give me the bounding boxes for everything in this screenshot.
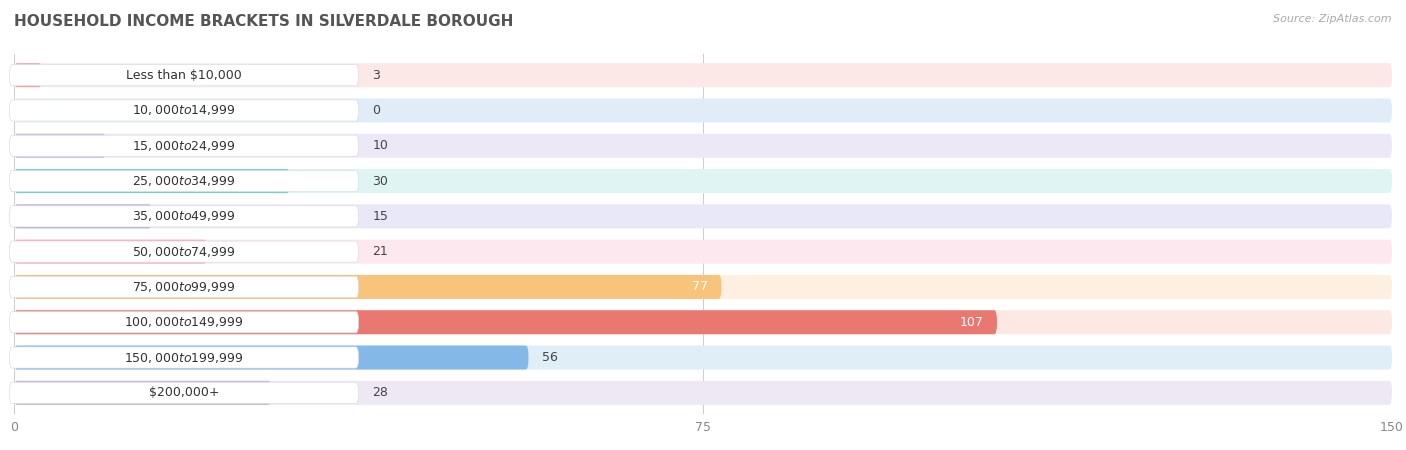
Text: 0: 0 bbox=[373, 104, 380, 117]
FancyBboxPatch shape bbox=[14, 169, 1392, 193]
FancyBboxPatch shape bbox=[14, 134, 105, 158]
Text: HOUSEHOLD INCOME BRACKETS IN SILVERDALE BOROUGH: HOUSEHOLD INCOME BRACKETS IN SILVERDALE … bbox=[14, 14, 513, 28]
FancyBboxPatch shape bbox=[14, 240, 207, 264]
Text: 15: 15 bbox=[373, 210, 388, 223]
Text: $150,000 to $199,999: $150,000 to $199,999 bbox=[124, 351, 243, 364]
FancyBboxPatch shape bbox=[14, 275, 721, 299]
FancyBboxPatch shape bbox=[10, 347, 359, 368]
FancyBboxPatch shape bbox=[10, 206, 359, 227]
FancyBboxPatch shape bbox=[10, 65, 359, 86]
FancyBboxPatch shape bbox=[14, 204, 152, 228]
FancyBboxPatch shape bbox=[14, 310, 1392, 334]
FancyBboxPatch shape bbox=[14, 63, 1392, 87]
FancyBboxPatch shape bbox=[10, 241, 359, 262]
FancyBboxPatch shape bbox=[14, 381, 1392, 405]
Text: Less than $10,000: Less than $10,000 bbox=[127, 69, 242, 82]
FancyBboxPatch shape bbox=[14, 204, 1392, 228]
Text: Source: ZipAtlas.com: Source: ZipAtlas.com bbox=[1274, 14, 1392, 23]
Text: 10: 10 bbox=[373, 139, 388, 152]
FancyBboxPatch shape bbox=[14, 134, 1392, 158]
FancyBboxPatch shape bbox=[10, 276, 359, 297]
FancyBboxPatch shape bbox=[14, 275, 1392, 299]
FancyBboxPatch shape bbox=[14, 63, 42, 87]
FancyBboxPatch shape bbox=[14, 99, 1392, 122]
Text: 21: 21 bbox=[373, 245, 388, 258]
FancyBboxPatch shape bbox=[10, 135, 359, 156]
Text: $35,000 to $49,999: $35,000 to $49,999 bbox=[132, 209, 236, 223]
Text: $10,000 to $14,999: $10,000 to $14,999 bbox=[132, 104, 236, 117]
Text: $200,000+: $200,000+ bbox=[149, 386, 219, 399]
FancyBboxPatch shape bbox=[14, 346, 1392, 369]
FancyBboxPatch shape bbox=[10, 171, 359, 192]
Text: $50,000 to $74,999: $50,000 to $74,999 bbox=[132, 245, 236, 259]
FancyBboxPatch shape bbox=[14, 381, 271, 405]
Text: 30: 30 bbox=[373, 175, 388, 188]
FancyBboxPatch shape bbox=[14, 310, 997, 334]
Text: 107: 107 bbox=[959, 316, 983, 329]
Text: $25,000 to $34,999: $25,000 to $34,999 bbox=[132, 174, 236, 188]
Text: 3: 3 bbox=[373, 69, 380, 82]
Text: 56: 56 bbox=[543, 351, 558, 364]
FancyBboxPatch shape bbox=[14, 346, 529, 369]
Text: $15,000 to $24,999: $15,000 to $24,999 bbox=[132, 139, 236, 153]
FancyBboxPatch shape bbox=[14, 169, 290, 193]
Text: 28: 28 bbox=[373, 386, 388, 399]
FancyBboxPatch shape bbox=[10, 312, 359, 333]
FancyBboxPatch shape bbox=[14, 240, 1392, 264]
Text: $75,000 to $99,999: $75,000 to $99,999 bbox=[132, 280, 236, 294]
Text: 77: 77 bbox=[692, 280, 707, 293]
FancyBboxPatch shape bbox=[10, 100, 359, 121]
FancyBboxPatch shape bbox=[10, 382, 359, 403]
Text: $100,000 to $149,999: $100,000 to $149,999 bbox=[124, 315, 243, 329]
